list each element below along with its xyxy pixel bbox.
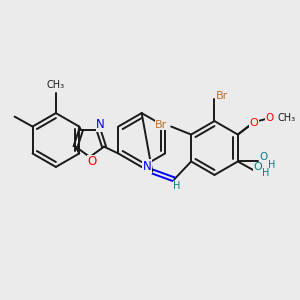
Text: H: H [268, 160, 275, 170]
Text: Br: Br [155, 120, 167, 130]
Text: O: O [260, 152, 268, 163]
Text: CH₃: CH₃ [278, 112, 296, 123]
Text: H: H [173, 182, 181, 191]
Text: Br: Br [216, 91, 229, 101]
Text: N: N [143, 160, 152, 173]
Text: O: O [266, 112, 274, 123]
Text: N: N [96, 118, 105, 131]
Text: CH₃: CH₃ [47, 80, 65, 90]
Text: O: O [249, 118, 258, 128]
Text: O: O [254, 163, 262, 172]
Text: O: O [87, 155, 96, 169]
Text: H: H [262, 168, 269, 178]
